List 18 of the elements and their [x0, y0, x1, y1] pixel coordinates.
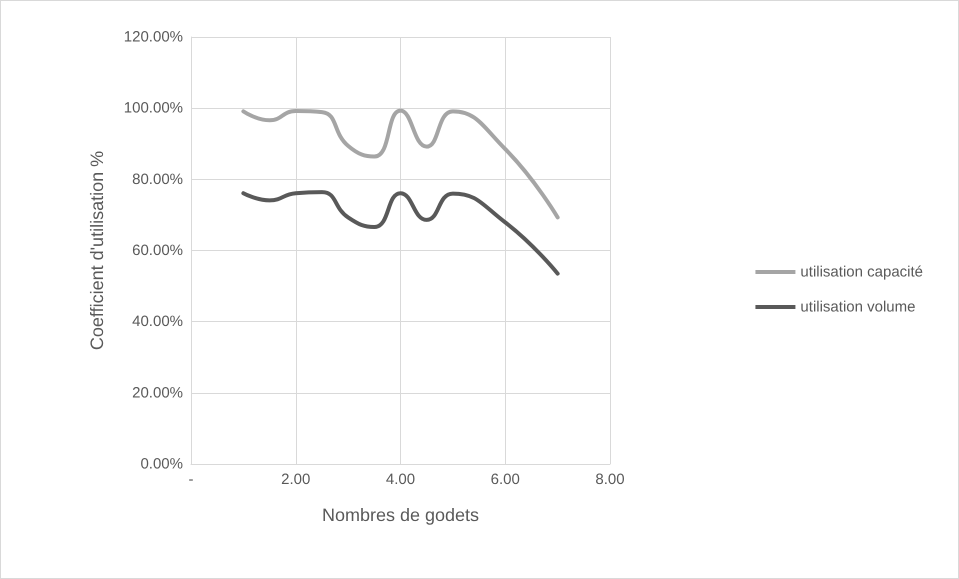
- y-tick-label: 60.00%: [132, 242, 183, 259]
- legend-label: utilisation capacité: [800, 264, 924, 280]
- y-tick-label: 20.00%: [132, 384, 183, 402]
- y-tick-label: 100.00%: [124, 100, 183, 117]
- y-tick-label: 0.00%: [140, 456, 183, 472]
- legend-label: utilisation volume: [800, 298, 916, 316]
- x-axis-title: Nombres de godets: [322, 505, 480, 525]
- line-series: [241, 190, 560, 276]
- y-axis-title: Coefficient d'utilisation %: [87, 150, 107, 350]
- x-tick-label: 8.00: [595, 471, 625, 488]
- y-tick-label: 80.00%: [132, 170, 183, 188]
- x-tick-label: 2.00: [281, 471, 310, 488]
- y-tick-label: 120.00%: [124, 28, 183, 46]
- y-tick-label: 40.00%: [132, 313, 183, 330]
- x-tick-label: 6.00: [490, 471, 520, 488]
- x-tick-label: -: [188, 471, 194, 488]
- x-tick-label: 4.00: [386, 471, 416, 488]
- line-series: [241, 108, 560, 220]
